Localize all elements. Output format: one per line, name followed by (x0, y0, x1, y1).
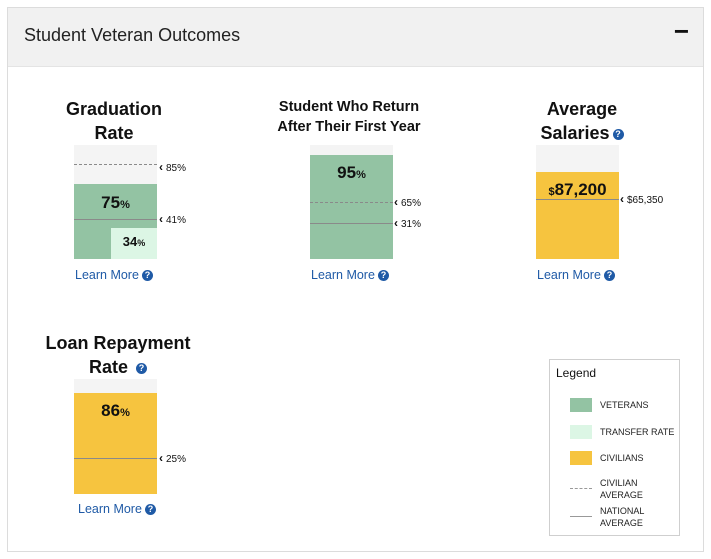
legend-title: Legend (556, 366, 597, 380)
legend-civilians-swatch (570, 451, 592, 465)
help-icon[interactable]: ? (144, 504, 156, 516)
graduation-transfer-bar (111, 228, 157, 259)
salaries-title-line2: Salaries? (520, 121, 644, 145)
salaries-gauge: $87,200 (536, 145, 619, 259)
panel-header[interactable]: Student Veteran Outcomes − (8, 8, 703, 67)
graduation-gauge: 75% 34% (74, 145, 157, 259)
retention-veterans-bar (310, 155, 393, 259)
graduation-title-line2: Rate (94, 123, 134, 143)
retention-title: Student Who Return After Their First Yea… (266, 97, 432, 137)
salaries-national-marker: ‹ $65,350 (620, 192, 664, 206)
loan-value: 86% (101, 401, 130, 420)
salaries-value: $87,200 (548, 180, 607, 199)
collapse-button[interactable]: − (673, 16, 689, 46)
retention-gauge: 95% (310, 145, 393, 259)
legend-civilian-average-swatch (570, 488, 592, 489)
help-icon[interactable]: ? (141, 270, 153, 282)
legend-civilians-label: CIVILIANS (600, 453, 644, 463)
retention-title-line1: Student Who Return (278, 99, 420, 115)
legend-veterans-label: VETERANS (600, 400, 649, 410)
legend-civilian-average-label: CIVILIAN AVERAGE (600, 478, 643, 500)
retention-value: 95% (337, 163, 366, 182)
national-average-line (536, 199, 619, 200)
loan-gauge: 86% (74, 379, 157, 494)
help-icon[interactable]: ? (603, 270, 615, 282)
loan-veterans-bar (74, 393, 157, 494)
salaries-title: Average Salaries? (520, 97, 644, 145)
legend-transfer-label: TRANSFER RATE (600, 427, 675, 437)
graduation-transfer-value: 34% (122, 234, 146, 249)
national-average-line (74, 219, 157, 220)
retention-civilian-marker: ‹ 65% (394, 195, 422, 209)
loan-title-line1: Loan Repayment (45, 333, 191, 353)
civilian-average-line (310, 202, 393, 203)
legend: Legend VETERANS TRANSFER RATE CIVILIANS … (549, 359, 680, 536)
national-average-line (310, 223, 393, 224)
panel-title: Student Veteran Outcomes (24, 25, 241, 45)
graduation-title: Graduation Rate (52, 97, 176, 145)
loan-title-line2: Rate? (36, 355, 200, 379)
legend-national-average-swatch (570, 516, 592, 517)
retention-title-line2: After Their First Year (277, 119, 421, 135)
salaries-learn-more-link[interactable]: Learn More? (537, 268, 615, 282)
help-icon[interactable]: ? (136, 362, 147, 374)
legend-transfer-swatch (570, 425, 592, 439)
legend-veterans-swatch (570, 398, 592, 412)
loan-title: Loan Repayment Rate? (36, 331, 200, 379)
graduation-national-marker: ‹ 41% (159, 212, 187, 226)
civilian-average-line (74, 164, 157, 165)
retention-learn-more-link[interactable]: Learn More? (311, 268, 389, 282)
help-icon[interactable]: ? (612, 128, 624, 140)
national-average-line (74, 458, 157, 459)
salaries-title-line1: Average (546, 99, 618, 119)
graduation-civilian-marker: ‹ 85% (159, 160, 187, 174)
graduation-title-line1: Graduation (65, 99, 162, 119)
loan-learn-more-link[interactable]: Learn More? (78, 502, 156, 516)
graduation-value: 75% (101, 193, 130, 212)
graduation-learn-more-link[interactable]: Learn More? (75, 268, 153, 282)
salaries-veterans-bar (536, 172, 619, 259)
help-icon[interactable]: ? (377, 270, 389, 282)
retention-national-marker: ‹ 31% (394, 216, 422, 230)
loan-national-marker: ‹ 25% (159, 451, 187, 465)
legend-national-average-label: NATIONAL AVERAGE (600, 506, 645, 528)
